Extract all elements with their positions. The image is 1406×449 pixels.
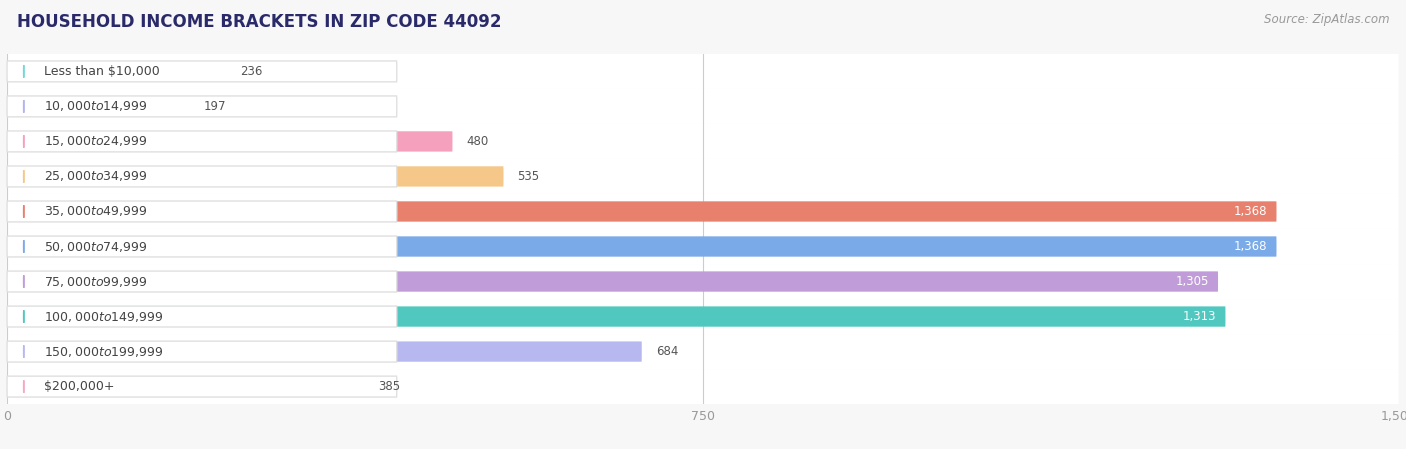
Text: $100,000 to $149,999: $100,000 to $149,999 bbox=[44, 309, 163, 324]
FancyBboxPatch shape bbox=[7, 271, 396, 292]
Text: 385: 385 bbox=[378, 380, 401, 393]
FancyBboxPatch shape bbox=[7, 61, 396, 82]
FancyBboxPatch shape bbox=[7, 271, 1218, 292]
FancyBboxPatch shape bbox=[7, 236, 1277, 257]
FancyBboxPatch shape bbox=[7, 131, 396, 152]
Text: Less than $10,000: Less than $10,000 bbox=[44, 65, 160, 78]
Text: 1,368: 1,368 bbox=[1233, 240, 1267, 253]
FancyBboxPatch shape bbox=[7, 159, 1399, 194]
FancyBboxPatch shape bbox=[7, 61, 226, 82]
Text: 1,313: 1,313 bbox=[1182, 310, 1216, 323]
FancyBboxPatch shape bbox=[7, 166, 396, 187]
Text: 1,368: 1,368 bbox=[1233, 205, 1267, 218]
FancyBboxPatch shape bbox=[7, 264, 1399, 299]
Text: 1,305: 1,305 bbox=[1175, 275, 1209, 288]
Text: $10,000 to $14,999: $10,000 to $14,999 bbox=[44, 99, 148, 114]
FancyBboxPatch shape bbox=[7, 201, 396, 222]
FancyBboxPatch shape bbox=[7, 334, 1399, 369]
FancyBboxPatch shape bbox=[7, 194, 1399, 229]
FancyBboxPatch shape bbox=[7, 131, 453, 152]
Text: $50,000 to $74,999: $50,000 to $74,999 bbox=[44, 239, 148, 254]
FancyBboxPatch shape bbox=[7, 229, 1399, 264]
FancyBboxPatch shape bbox=[7, 341, 396, 362]
FancyBboxPatch shape bbox=[7, 369, 1399, 404]
FancyBboxPatch shape bbox=[7, 96, 396, 117]
FancyBboxPatch shape bbox=[7, 306, 396, 327]
FancyBboxPatch shape bbox=[7, 124, 1399, 159]
FancyBboxPatch shape bbox=[7, 166, 503, 187]
FancyBboxPatch shape bbox=[7, 96, 190, 117]
Text: HOUSEHOLD INCOME BRACKETS IN ZIP CODE 44092: HOUSEHOLD INCOME BRACKETS IN ZIP CODE 44… bbox=[17, 13, 502, 31]
Text: $200,000+: $200,000+ bbox=[44, 380, 115, 393]
Text: 480: 480 bbox=[467, 135, 489, 148]
Text: $25,000 to $34,999: $25,000 to $34,999 bbox=[44, 169, 148, 184]
Text: 236: 236 bbox=[240, 65, 263, 78]
FancyBboxPatch shape bbox=[7, 376, 396, 397]
Text: $75,000 to $99,999: $75,000 to $99,999 bbox=[44, 274, 148, 289]
Text: Source: ZipAtlas.com: Source: ZipAtlas.com bbox=[1264, 13, 1389, 26]
Text: 197: 197 bbox=[204, 100, 226, 113]
FancyBboxPatch shape bbox=[7, 299, 1399, 334]
FancyBboxPatch shape bbox=[7, 89, 1399, 124]
Text: $150,000 to $199,999: $150,000 to $199,999 bbox=[44, 344, 163, 359]
FancyBboxPatch shape bbox=[7, 376, 364, 397]
Text: $15,000 to $24,999: $15,000 to $24,999 bbox=[44, 134, 148, 149]
FancyBboxPatch shape bbox=[7, 201, 1277, 222]
Text: $35,000 to $49,999: $35,000 to $49,999 bbox=[44, 204, 148, 219]
FancyBboxPatch shape bbox=[7, 54, 1399, 89]
Text: 684: 684 bbox=[655, 345, 678, 358]
FancyBboxPatch shape bbox=[7, 236, 396, 257]
FancyBboxPatch shape bbox=[7, 341, 641, 362]
FancyBboxPatch shape bbox=[7, 306, 1226, 327]
Text: 535: 535 bbox=[517, 170, 540, 183]
